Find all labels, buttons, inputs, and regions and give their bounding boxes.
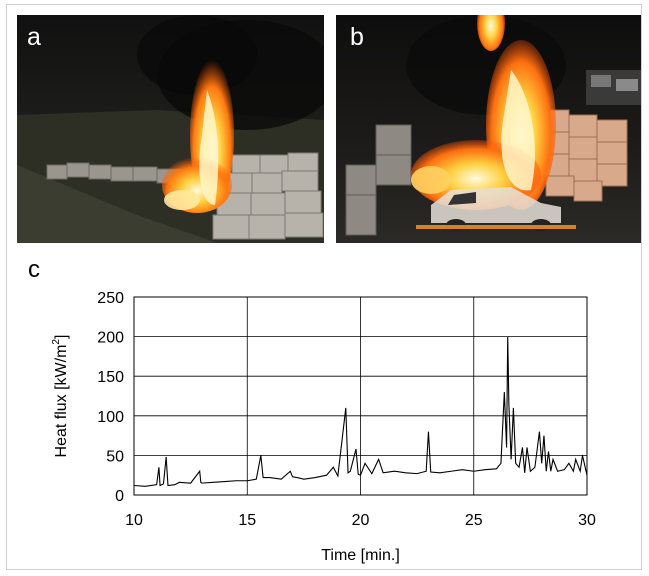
y-tick-label-4: 200 [97,330,124,347]
y-axis-label: Heat flux [kW/m2] [51,335,70,458]
x-tick-label-4: 30 [578,512,596,529]
y-tick-label-2: 100 [97,409,124,426]
x-tick-label-3: 25 [465,512,483,529]
x-axis-label: Time [min.] [321,547,400,564]
x-axis-ticks: 10 15 20 25 30 [125,512,596,529]
y-tick-label-5: 250 [97,290,124,307]
y-axis-label-main: Heat flux [kW/m [53,345,70,458]
x-tick-label-2: 20 [352,512,370,529]
x-tick-label-1: 15 [238,512,256,529]
y-axis-ticks: 0 50 100 150 200 250 [97,290,124,505]
x-tick-label-0: 10 [125,512,143,529]
y-tick-label-1: 50 [106,448,124,465]
y-tick-label-0: 0 [115,488,124,505]
panel-label-c: c [28,256,40,283]
y-axis-label-end: ] [53,335,70,339]
y-tick-label-3: 150 [97,369,124,386]
